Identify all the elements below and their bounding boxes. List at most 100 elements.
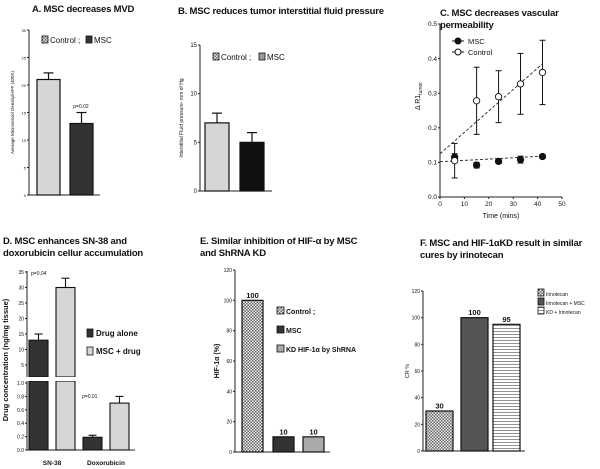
- data-point-control: [516, 80, 525, 88]
- x-tick-label: 0: [438, 201, 442, 208]
- data-point-msc: [472, 161, 481, 169]
- y-tick-label: 35: [18, 270, 24, 276]
- panel-c-title: C. MSC decreases vascular permeability: [440, 8, 559, 31]
- y-tick-label: 120: [224, 268, 233, 274]
- data-label: 100: [246, 291, 259, 300]
- y-tick-label: 10: [190, 92, 197, 98]
- data-point-msc: [494, 157, 503, 166]
- x-tick-label: 50: [558, 201, 566, 208]
- y-tick-label: 60: [226, 359, 232, 365]
- y-tick-label: 0.1: [428, 160, 437, 167]
- y-tick-label: 25: [18, 301, 24, 307]
- panel-e: 0 20 40 60 80 100 120 100 10 10 HIF-1α (%) Control …: [214, 268, 356, 456]
- y-tick-label: 0: [229, 450, 232, 456]
- bar-sn-38-msc-drug-upper: [55, 286, 76, 378]
- y-tick-label: 0.2: [428, 125, 437, 132]
- y-tick-label: 40: [414, 396, 420, 402]
- y-tick-label: 25: [22, 56, 27, 61]
- legend-swatch: [537, 297, 545, 306]
- legend-swatch: [276, 344, 285, 353]
- y-tick-label: 0: [417, 449, 420, 455]
- y-tick-label: 20: [22, 83, 27, 88]
- x-tick-label: 40: [534, 201, 542, 208]
- data-point-control: [494, 93, 503, 101]
- data-point-msc: [538, 152, 547, 161]
- legend-marker: [454, 37, 462, 45]
- y-tick-label: 5: [24, 166, 27, 171]
- panel-e-title: E. Similar inhibition of HIF-α by MSC an…: [200, 236, 358, 259]
- x-tick-label: 20: [485, 201, 493, 208]
- y-tick-label: 0.4: [428, 56, 437, 63]
- data-point-msc: [516, 155, 525, 164]
- bar-msc: [239, 141, 265, 192]
- legend-swatch: [537, 288, 545, 297]
- y-tick-label: 40: [226, 389, 232, 395]
- y-tick-label: 0.5: [428, 21, 437, 28]
- legend-swatch: [276, 325, 285, 334]
- y-tick-label: 0.0: [17, 448, 24, 454]
- y-tick-label: 0.0: [428, 194, 437, 201]
- bar-control: [204, 122, 230, 192]
- x-tick-label: 30: [510, 201, 518, 208]
- y-tick-label: 10: [18, 348, 24, 354]
- data-label: 95: [502, 315, 510, 324]
- x-tick-label: Doxorubicin: [87, 460, 125, 467]
- axis-break: [20, 377, 135, 381]
- bar-control: [36, 78, 61, 196]
- legend-label: Control: [468, 48, 493, 57]
- y-tick-label: 120: [412, 289, 421, 295]
- legend-label: Drug alone: [96, 329, 138, 338]
- bar-irinotecan: [425, 410, 454, 452]
- panel-b: 0 5 10 15 Interstitial Fluid pressure- mm of…: [179, 43, 285, 195]
- y-tick-label: 15: [18, 332, 24, 338]
- y-tick-label: 20: [18, 317, 24, 323]
- y-tick-label: 80: [414, 342, 420, 348]
- y-tick-label: 0.2: [17, 435, 24, 441]
- legend-swatch: [537, 306, 545, 315]
- bar-msc: [272, 436, 295, 453]
- p-value-annotation: p=0.04: [31, 271, 47, 277]
- bar-control-: [241, 299, 264, 453]
- legend-label: MSC: [94, 36, 112, 45]
- y-tick-label: 0: [194, 189, 198, 195]
- panel-f-title: F. MSC and HIF-1αKD result in similar cu…: [420, 238, 583, 261]
- x-axis-label: Time (mins): [483, 213, 520, 220]
- legend-label: KD HIF-1α by ShRNA: [286, 347, 356, 354]
- data-label: 10: [309, 427, 317, 436]
- legend-swatch: [41, 35, 49, 44]
- y-tick-label: 100: [412, 316, 421, 322]
- y-tick-label: 0.3: [428, 90, 437, 97]
- bar-doxorubicin-msc-drug: [109, 402, 130, 451]
- legend-label: MSC + drug: [96, 347, 141, 356]
- data-label: 30: [435, 402, 443, 411]
- legend-label: Control ;: [286, 309, 315, 316]
- data-label: 10: [279, 427, 287, 436]
- y-tick-label: 100: [224, 298, 233, 304]
- panel-b-title: B. MSC reduces tumor interstitial fluid …: [178, 6, 384, 17]
- panel-a-title: A. MSC decreases MVD: [32, 4, 135, 15]
- legend-label: KD + Irinotecan: [546, 310, 581, 316]
- y-tick-label: 5: [194, 140, 198, 146]
- data-point-control: [450, 157, 459, 165]
- bar-kd-irinotecan: [492, 323, 521, 452]
- y-tick-label: 5: [21, 363, 24, 369]
- y-tick-label: 0.4: [17, 421, 24, 427]
- bar-sn-38-msc-drug-lower: [55, 380, 76, 451]
- y-axis-label: CR %: [405, 364, 411, 378]
- y-tick-label: 60: [414, 369, 420, 375]
- legend-marker: [454, 48, 462, 56]
- y-tick-label: 30: [18, 286, 24, 292]
- y-tick-label: 80: [226, 329, 232, 335]
- y-axis-label-subscript: tumor: [418, 82, 424, 95]
- panel-d-title: D. MSC enhances SN-38 and doxorubicin ce…: [3, 236, 144, 259]
- legend-label: MSC: [286, 328, 302, 335]
- bar-sn-38-drug-alone-lower: [28, 380, 49, 451]
- x-tick-label: SN-38: [43, 460, 62, 467]
- legend-swatch: [85, 35, 93, 44]
- y-tick-label: 20: [226, 420, 232, 426]
- y-tick-label: 15: [22, 111, 27, 116]
- bar-doxorubicin-drug-alone: [82, 436, 103, 451]
- data-label: 100: [468, 308, 481, 317]
